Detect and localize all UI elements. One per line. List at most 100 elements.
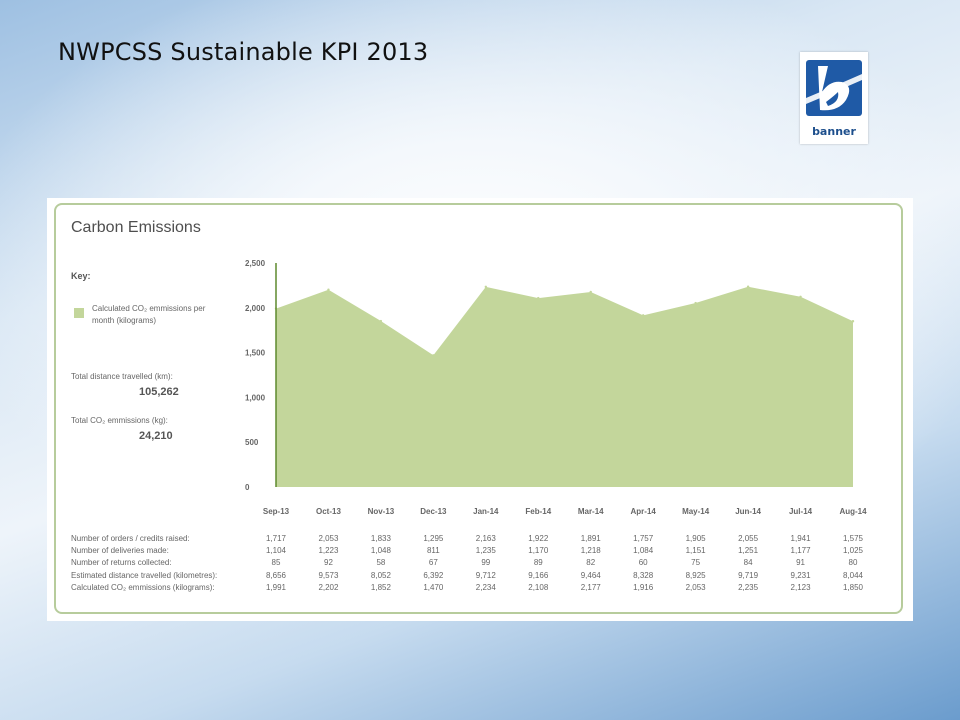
table-cell: 1,916 xyxy=(633,582,654,592)
x-tick-label: Jun-14 xyxy=(735,507,761,516)
banner-logo: banner xyxy=(800,52,868,144)
banner-logo-mark-icon xyxy=(806,60,862,116)
table-cell: 2,202 xyxy=(318,582,339,592)
table-row-label: Calculated CO₂ emmissions (kilograms): xyxy=(71,582,215,592)
y-tick-label: 1,000 xyxy=(245,393,266,402)
table-cell: 6,392 xyxy=(423,570,444,580)
table-cell: 1,833 xyxy=(370,534,391,543)
table-cell: 1,151 xyxy=(685,546,706,556)
table-cell: 1,170 xyxy=(528,546,549,556)
table-cell: 9,166 xyxy=(528,570,549,580)
table-cell: 9,719 xyxy=(738,570,759,580)
y-tick-label: 2,000 xyxy=(245,304,266,313)
table-cell: 1,891 xyxy=(580,534,601,543)
x-tick-label: May-14 xyxy=(682,507,710,516)
table-cell: 85 xyxy=(271,558,281,568)
legend-label: Calculated CO₂ emmissions per month (kil… xyxy=(92,304,206,325)
x-tick-label: Nov-13 xyxy=(368,507,395,516)
total-distance-label: Total distance travelled (km): xyxy=(71,372,173,381)
table-row-label: Number of deliveries made: xyxy=(71,546,169,556)
y-tick-label: 500 xyxy=(245,438,259,447)
data-point xyxy=(589,290,592,294)
table-cell: 58 xyxy=(376,558,386,568)
table-cell: 8,044 xyxy=(842,570,864,580)
data-point xyxy=(799,295,802,298)
table-cell: 2,053 xyxy=(318,534,339,543)
table-cell: 75 xyxy=(691,558,701,568)
table-cell: 1,852 xyxy=(370,582,391,592)
total-co2-value: 24,210 xyxy=(139,430,173,442)
table-cell: 1,850 xyxy=(842,582,864,592)
x-tick-label: Aug-14 xyxy=(839,507,867,516)
x-tick-label: Oct-13 xyxy=(316,507,341,516)
table-cell: 2,235 xyxy=(738,582,759,592)
table-cell: 1,025 xyxy=(842,546,864,556)
table-cell: 8,328 xyxy=(633,570,654,580)
table-cell: 1,922 xyxy=(528,534,549,543)
logo-text: banner xyxy=(812,125,856,138)
table-cell: 2,053 xyxy=(685,582,706,592)
table-cell: 1,218 xyxy=(580,546,601,556)
table-cell: 1,084 xyxy=(633,546,654,556)
table-cell: 82 xyxy=(586,558,596,568)
table-cell: 8,925 xyxy=(685,570,706,580)
x-tick-label: Jan-14 xyxy=(473,507,499,516)
table-cell: 1,223 xyxy=(318,546,339,556)
table-cell: 1,991 xyxy=(265,582,287,592)
table-cell: 67 xyxy=(428,558,438,568)
table-cell: 2,123 xyxy=(790,582,811,592)
table-cell: 8,656 xyxy=(265,570,287,580)
table-cell: 1,295 xyxy=(423,534,444,543)
table-cell: 8,052 xyxy=(370,570,391,580)
y-tick-label: 2,500 xyxy=(245,259,266,268)
table-cell: 1,905 xyxy=(685,534,706,543)
table-cell: 1,757 xyxy=(633,534,654,543)
x-tick-label: Dec-13 xyxy=(420,507,447,516)
table-cell: 1,941 xyxy=(790,534,811,543)
key-label: Key: xyxy=(71,271,91,281)
data-point xyxy=(851,320,855,323)
table-row-label: Number of returns collected: xyxy=(71,558,172,568)
table-cell: 2,108 xyxy=(528,582,549,592)
x-tick-label: Apr-14 xyxy=(631,507,657,516)
table-row-label: Number of orders / credits raised: xyxy=(71,534,190,543)
chart-title: Carbon Emissions xyxy=(71,219,201,236)
table-cell: 99 xyxy=(481,558,491,568)
data-point xyxy=(694,301,697,305)
legend-swatch xyxy=(74,308,84,318)
table-cell: 2,163 xyxy=(475,534,496,543)
table-cell: 60 xyxy=(638,558,648,568)
data-point xyxy=(432,354,435,357)
table-cell: 89 xyxy=(533,558,543,568)
x-tick-label: Jul-14 xyxy=(789,507,813,516)
table-cell: 91 xyxy=(796,558,805,568)
table-cell: 1,235 xyxy=(475,546,496,556)
table-cell: 9,712 xyxy=(475,570,496,580)
table-cell: 1,048 xyxy=(370,546,391,556)
table-cell: 1,177 xyxy=(790,546,811,556)
table-cell: 9,231 xyxy=(790,570,811,580)
x-tick-label: Feb-14 xyxy=(525,507,551,516)
slide-title: NWPCSS Sustainable KPI 2013 xyxy=(58,38,429,66)
table-cell: 80 xyxy=(848,558,858,568)
y-tick-label: 1,500 xyxy=(245,349,266,358)
data-point xyxy=(327,288,330,291)
table-cell: 1,251 xyxy=(738,546,759,556)
table-cell: 2,234 xyxy=(475,582,496,592)
table-cell: 9,464 xyxy=(580,570,601,580)
total-distance-value: 105,262 xyxy=(139,386,179,398)
table-cell: 811 xyxy=(426,546,440,556)
chart-card: Carbon Emissions Key: Calculated CO₂ emm… xyxy=(54,203,903,614)
table-cell: 2,055 xyxy=(738,534,759,543)
x-tick-label: Mar-14 xyxy=(578,507,604,516)
table-cell: 1,575 xyxy=(842,534,864,543)
table-cell: 9,573 xyxy=(318,570,339,580)
table-cell: 2,177 xyxy=(580,582,601,592)
data-table-labels: Number of orders / credits raised: Number… xyxy=(71,534,271,595)
series-area xyxy=(276,286,853,487)
total-co2-label: Total CO₂ emmissions (kg): xyxy=(71,416,168,425)
data-point xyxy=(484,285,488,289)
table-cell: 1,104 xyxy=(265,546,287,556)
table-cell: 92 xyxy=(324,558,333,568)
data-point xyxy=(537,296,540,300)
